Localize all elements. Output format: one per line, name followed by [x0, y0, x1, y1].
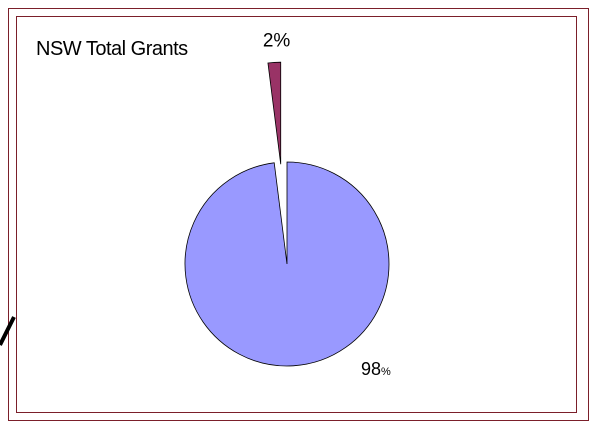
- chart-inner-border: [16, 16, 577, 413]
- slice-label-98-percent: 98%: [361, 359, 391, 379]
- slice-label-2-percent: 2%: [263, 30, 291, 51]
- chart-title: NSW Total Grants: [36, 38, 188, 60]
- slice-label-98-number: 98: [361, 359, 381, 379]
- pie-slice-98-percent: [184, 161, 390, 367]
- slice-label-98-unit: %: [381, 366, 391, 378]
- pie-slice-2-percent: [267, 61, 282, 165]
- chart-outer-border: [8, 8, 589, 421]
- left-edge-mark: [0, 316, 16, 346]
- pie-slices: [184, 61, 390, 367]
